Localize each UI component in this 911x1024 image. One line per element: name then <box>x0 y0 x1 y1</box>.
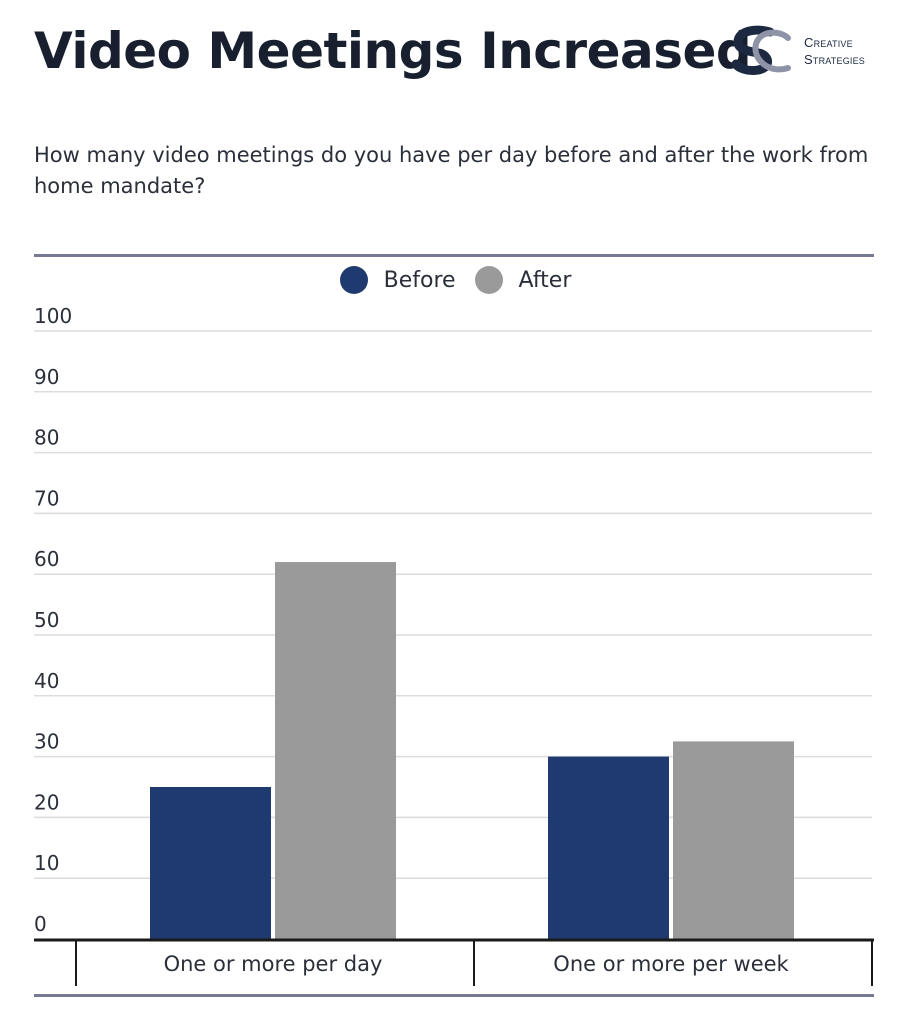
y-tick-label: 80 <box>34 426 59 450</box>
bottom-divider <box>34 994 874 997</box>
y-tick-label: 70 <box>34 486 59 510</box>
legend-label-before: Before <box>383 267 456 293</box>
legend-item-before: Before <box>339 266 456 294</box>
y-tick-label: 90 <box>34 365 59 389</box>
x-category-label: One or more per day <box>164 952 383 976</box>
bar-after-1 <box>275 562 396 939</box>
y-tick-label: 60 <box>34 547 59 571</box>
legend-item-after: After <box>474 266 572 294</box>
logo-line-1: Creative <box>804 35 853 50</box>
chart-legend: Before After <box>0 266 911 300</box>
creative-strategies-logo: Creative Strategies <box>730 22 890 82</box>
chart-subtitle: How many video meetings do you have per … <box>34 143 869 198</box>
x-category-label: One or more per week <box>553 952 789 976</box>
top-divider <box>34 254 874 257</box>
y-tick-label: 50 <box>34 608 59 632</box>
logo-line-2: Strategies <box>804 52 866 67</box>
y-tick-label: 0 <box>34 912 47 936</box>
logo-wordmark: Creative Strategies <box>804 34 865 68</box>
legend-swatch-before <box>339 266 368 294</box>
bar-after-2 <box>673 741 794 939</box>
y-tick-label: 40 <box>34 669 59 693</box>
chart-title: Video Meetings Increased <box>34 22 752 80</box>
bar-before-2 <box>548 756 669 939</box>
legend-swatch-after <box>474 266 503 294</box>
y-tick-label: 100 <box>34 304 72 328</box>
y-tick-label: 30 <box>34 730 59 754</box>
cs-monogram-icon <box>731 25 791 75</box>
y-tick-label: 20 <box>34 790 59 814</box>
y-tick-label: 10 <box>34 851 59 875</box>
bar-before-1 <box>150 787 271 939</box>
legend-label-after: After <box>518 267 572 293</box>
